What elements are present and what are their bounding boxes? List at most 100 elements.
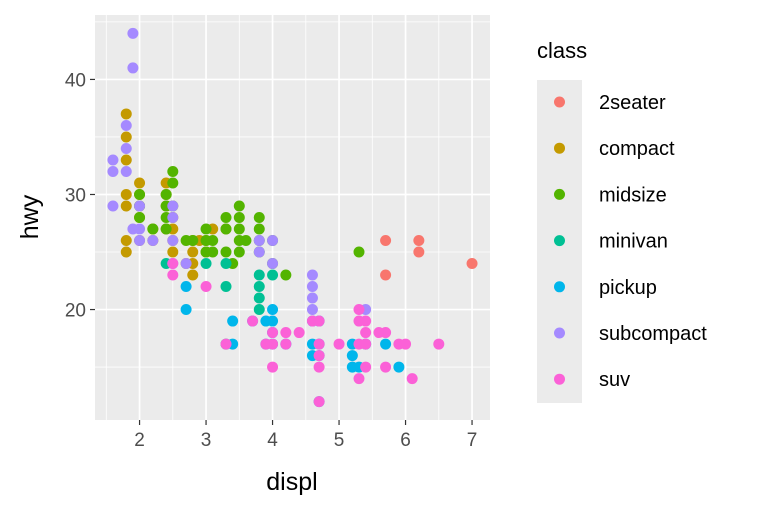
data-point-subcompact — [253, 235, 265, 247]
data-point-2seater — [466, 258, 478, 270]
data-point-subcompact — [147, 235, 159, 247]
x-tick-label: 4 — [267, 430, 278, 451]
legend-label-minivan: minivan — [599, 231, 668, 253]
data-point-midsize — [180, 235, 192, 247]
data-point-subcompact — [134, 235, 146, 247]
x-axis-label: displ — [266, 468, 317, 496]
data-point-suv — [220, 338, 232, 350]
data-point-minivan — [267, 269, 279, 281]
data-point-compact — [120, 131, 132, 143]
data-point-midsize — [220, 212, 232, 223]
data-point-subcompact — [306, 292, 318, 304]
axes: 2 3 4 5 6 7 20 30 40 — [65, 70, 477, 451]
legend-key-midsize — [554, 188, 565, 200]
x-tick-label: 6 — [400, 430, 411, 451]
legend-key-subcompact — [554, 327, 565, 339]
data-point-pickup — [380, 338, 392, 350]
data-point-midsize — [253, 212, 265, 223]
data-point-pickup — [180, 281, 192, 293]
data-point-suv — [380, 327, 392, 339]
data-point-midsize — [200, 223, 212, 235]
legend-label-suv: suv — [599, 369, 630, 391]
y-tick-label: 20 — [65, 301, 86, 322]
data-point-compact — [120, 188, 132, 200]
data-point-midsize — [353, 246, 365, 258]
data-point-midsize — [233, 223, 245, 235]
legend-key-pickup — [554, 281, 565, 293]
data-point-suv — [313, 350, 325, 362]
data-point-suv — [280, 327, 292, 339]
data-point-suv — [167, 258, 179, 270]
data-point-midsize — [167, 177, 179, 189]
data-point-subcompact — [134, 200, 146, 212]
legend-label-pickup: pickup — [599, 277, 657, 299]
data-point-suv — [380, 361, 392, 373]
data-point-midsize — [160, 223, 172, 235]
data-point-midsize — [280, 269, 292, 281]
data-point-compact — [187, 269, 199, 281]
data-point-compact — [134, 177, 146, 189]
data-point-subcompact — [167, 212, 179, 223]
x-tick-label: 7 — [467, 430, 478, 451]
data-point-midsize — [160, 188, 172, 200]
data-point-pickup — [346, 350, 358, 362]
data-point-suv — [313, 315, 325, 327]
legend-label-midsize: midsize — [599, 184, 667, 206]
data-point-compact — [120, 235, 132, 247]
data-point-suv — [360, 361, 372, 373]
data-point-minivan — [253, 304, 265, 316]
data-point-suv — [353, 304, 365, 316]
data-point-suv — [293, 327, 305, 339]
data-point-2seater — [413, 235, 425, 247]
data-point-suv — [260, 338, 272, 350]
data-point-subcompact — [107, 200, 119, 212]
data-point-suv — [360, 338, 372, 350]
data-point-pickup — [227, 315, 239, 327]
data-point-midsize — [200, 246, 212, 258]
data-point-suv — [433, 338, 445, 350]
data-point-2seater — [413, 246, 425, 258]
data-point-subcompact — [107, 165, 119, 177]
plot-panel — [95, 15, 490, 420]
data-point-midsize — [134, 212, 146, 223]
data-point-subcompact — [167, 200, 179, 212]
data-point-suv — [167, 269, 179, 281]
data-point-2seater — [380, 235, 392, 247]
legend-title: class — [537, 38, 587, 63]
data-point-pickup — [393, 361, 405, 373]
data-point-minivan — [200, 258, 212, 270]
data-point-midsize — [147, 223, 159, 235]
data-point-subcompact — [127, 27, 139, 39]
data-point-subcompact — [127, 223, 139, 235]
legend: class 2seater compact midsize minivan pickup… — [537, 38, 707, 403]
data-point-suv — [313, 361, 325, 373]
y-axis-label: hwy — [16, 194, 44, 239]
data-point-subcompact — [180, 258, 192, 270]
data-point-suv — [400, 338, 412, 350]
data-point-subcompact — [306, 304, 318, 316]
data-point-compact — [187, 246, 199, 258]
x-tick-label: 5 — [334, 430, 345, 451]
x-tick-label: 3 — [201, 430, 212, 451]
data-point-compact — [120, 200, 132, 212]
data-point-midsize — [240, 235, 252, 247]
data-point-midsize — [207, 235, 219, 247]
legend-label-subcompact: subcompact — [599, 323, 707, 345]
data-point-suv — [406, 373, 418, 385]
data-point-subcompact — [120, 165, 132, 177]
data-point-subcompact — [253, 246, 265, 258]
data-point-compact — [167, 246, 179, 258]
data-point-minivan — [253, 269, 265, 281]
data-point-suv — [360, 327, 372, 339]
data-point-suv — [360, 315, 372, 327]
y-tick-label: 30 — [65, 185, 86, 206]
data-point-subcompact — [120, 142, 132, 154]
data-point-midsize — [220, 246, 232, 258]
data-point-compact — [120, 246, 132, 258]
legend-key-2seater — [554, 96, 565, 108]
legend-key-compact — [554, 142, 565, 154]
data-point-midsize — [134, 188, 146, 200]
y-tick-label: 40 — [65, 70, 86, 91]
data-point-suv — [333, 338, 345, 350]
data-point-suv — [313, 396, 325, 408]
